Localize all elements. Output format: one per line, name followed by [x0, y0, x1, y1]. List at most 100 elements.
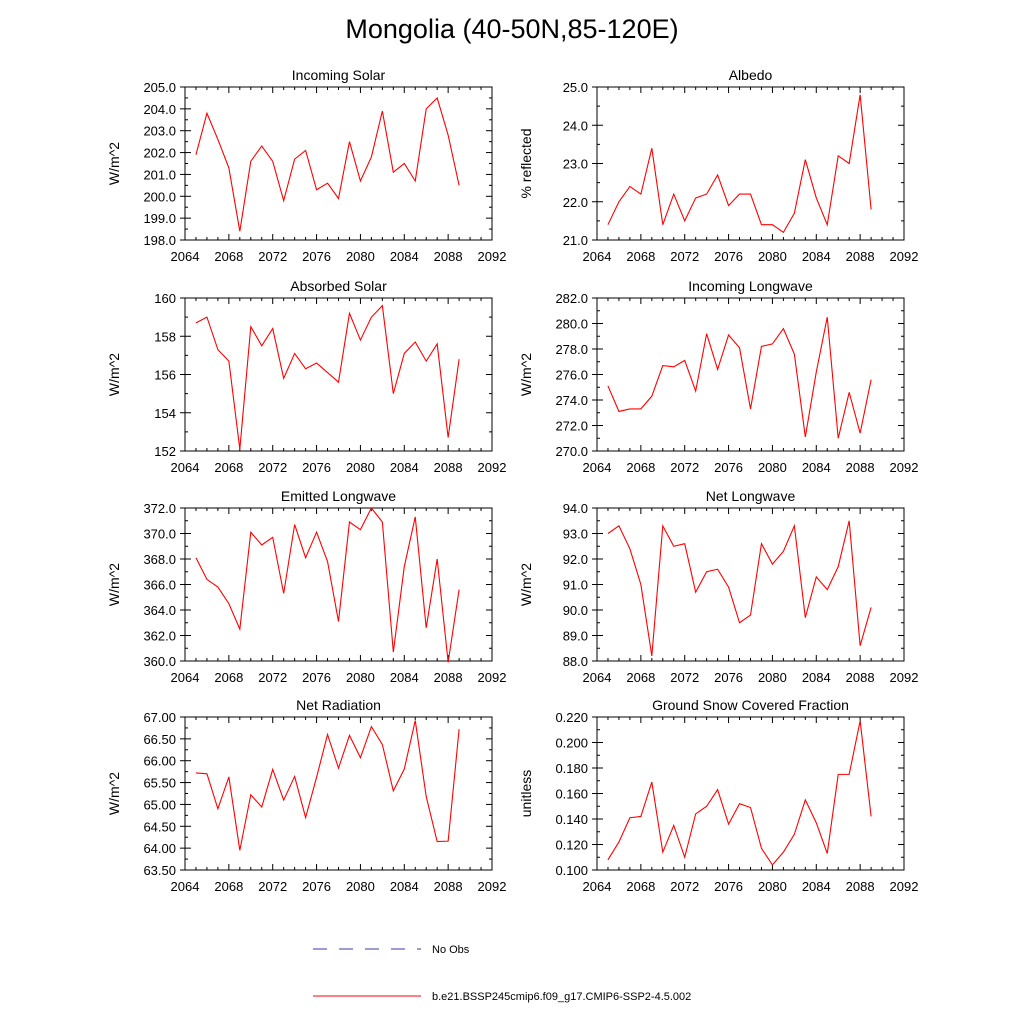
x-tick-label: 2072: [258, 879, 287, 894]
y-tick-label: 276.0: [555, 368, 588, 383]
y-tick-label: 158: [154, 329, 176, 344]
y-tick-label: 160: [154, 291, 176, 306]
x-tick-label: 2080: [346, 670, 375, 685]
panel-ground-snow-covered-fraction: Ground Snow Covered Fraction unitless 2064…: [518, 697, 918, 894]
series-line: [607, 94, 872, 234]
y-tick-label: 0.140: [555, 812, 588, 827]
y-tick-label: 203.0: [143, 124, 176, 139]
x-tick-label: 2064: [583, 879, 612, 894]
y-tick-label: 202.0: [143, 146, 176, 161]
x-tick-label: 2092: [890, 460, 919, 475]
x-tick-label: 2092: [890, 879, 919, 894]
panel-emitted-longwave: Emitted Longwave W/m^2 2064 2068 2072 2076 208…: [106, 488, 506, 685]
x-tick-label: 2092: [478, 249, 507, 264]
y-tick-label: 22.0: [563, 195, 588, 210]
y-tick-label: 274.0: [555, 393, 588, 408]
y-tick-label: 64.50: [143, 819, 176, 834]
x-tick-label: 2068: [214, 460, 243, 475]
y-axis-label: W/m^2: [106, 142, 122, 185]
y-tick-label: 21.0: [563, 233, 588, 248]
x-tick-label: 2084: [802, 670, 831, 685]
panel-absorbed-solar: Absorbed Solar W/m^2 2064 2068 2072 2076 2080 2…: [106, 278, 506, 475]
x-tick-label: 2092: [478, 460, 507, 475]
x-tick-label: 2080: [346, 460, 375, 475]
x-tick-label: 2068: [214, 879, 243, 894]
x-tick-label: 2080: [346, 249, 375, 264]
x-tick-label: 2084: [390, 670, 419, 685]
y-tick-label: 152: [154, 444, 176, 459]
y-tick-label: 200.0: [143, 189, 176, 204]
y-tick-label: 64.00: [143, 841, 176, 856]
y-tick-label: 370.0: [143, 527, 176, 542]
legend-label-no-obs: No Obs: [432, 944, 470, 956]
y-tick-label: 63.50: [143, 863, 176, 878]
panel-incoming-longwave: Incoming Longwave W/m^2 2064 2068 2072 2076 20…: [518, 278, 918, 475]
x-tick-label: 2064: [171, 670, 200, 685]
panel-title: Absorbed Solar: [290, 278, 387, 294]
x-tick-label: 2084: [390, 249, 419, 264]
x-tick-label: 2068: [626, 460, 655, 475]
y-tick-label: 23.0: [563, 157, 588, 172]
y-tick-label: 204.0: [143, 102, 176, 117]
plot-frame: [596, 507, 905, 662]
y-tick-label: 360.0: [143, 654, 176, 669]
y-tick-label: 0.180: [555, 761, 588, 776]
y-tick-label: 278.0: [555, 342, 588, 357]
panel-net-longwave: Net Longwave W/m^2 2064 2068 2072 2076 2080 208…: [518, 488, 918, 685]
y-tick-label: 282.0: [555, 291, 588, 306]
x-tick-label: 2084: [390, 879, 419, 894]
x-tick-label: 2080: [758, 249, 787, 264]
y-tick-label: 280.0: [555, 317, 588, 332]
panel-title: Incoming Longwave: [688, 278, 813, 294]
y-tick-label: 25.0: [563, 80, 588, 95]
panel-title: Incoming Solar: [292, 67, 386, 83]
series-line: [195, 720, 460, 851]
panel-incoming-solar: Incoming Solar W/m^2 2064 2068 2072 2076 2080 2…: [106, 67, 506, 264]
x-tick-label: 2072: [670, 879, 699, 894]
y-tick-label: 90.0: [563, 603, 588, 618]
x-tick-label: 2076: [302, 460, 331, 475]
y-axis-label: W/m^2: [106, 563, 122, 606]
y-tick-label: 272.0: [555, 419, 588, 434]
y-tick-label: 368.0: [143, 552, 176, 567]
x-tick-label: 2072: [258, 460, 287, 475]
x-tick-label: 2072: [670, 670, 699, 685]
y-tick-label: 67.00: [143, 710, 176, 725]
x-tick-label: 2064: [583, 460, 612, 475]
y-tick-label: 205.0: [143, 80, 176, 95]
x-tick-label: 2072: [258, 249, 287, 264]
x-tick-label: 2080: [758, 879, 787, 894]
x-tick-label: 2076: [302, 670, 331, 685]
x-tick-label: 2088: [434, 879, 463, 894]
y-tick-label: 91.0: [563, 578, 588, 593]
x-tick-label: 2092: [478, 670, 507, 685]
y-tick-label: 24.0: [563, 118, 588, 133]
y-axis-label: W/m^2: [518, 563, 534, 606]
x-tick-label: 2068: [214, 249, 243, 264]
y-axis-label: W/m^2: [106, 353, 122, 396]
x-tick-label: 2088: [846, 249, 875, 264]
x-tick-label: 2080: [346, 879, 375, 894]
y-axis-label: % reflected: [518, 128, 534, 198]
x-tick-label: 2084: [802, 249, 831, 264]
panel-net-radiation: Net Radiation W/m^2 2064 2068 2072 2076 2080 20…: [106, 697, 506, 894]
x-tick-label: 2064: [171, 249, 200, 264]
x-tick-label: 2068: [626, 670, 655, 685]
x-tick-label: 2068: [626, 879, 655, 894]
series-line: [607, 317, 872, 439]
x-tick-label: 2092: [478, 879, 507, 894]
y-tick-label: 156: [154, 368, 176, 383]
x-tick-label: 2088: [846, 670, 875, 685]
y-tick-label: 94.0: [563, 501, 588, 516]
series-line: [195, 506, 460, 663]
x-tick-label: 2072: [670, 460, 699, 475]
panel-title: Albedo: [729, 67, 773, 83]
y-tick-label: 198.0: [143, 233, 176, 248]
x-tick-label: 2088: [846, 879, 875, 894]
series-line: [607, 720, 872, 866]
y-tick-label: 89.0: [563, 629, 588, 644]
y-tick-label: 372.0: [143, 501, 176, 516]
x-tick-label: 2068: [626, 249, 655, 264]
y-tick-label: 362.0: [143, 629, 176, 644]
x-tick-label: 2088: [434, 249, 463, 264]
